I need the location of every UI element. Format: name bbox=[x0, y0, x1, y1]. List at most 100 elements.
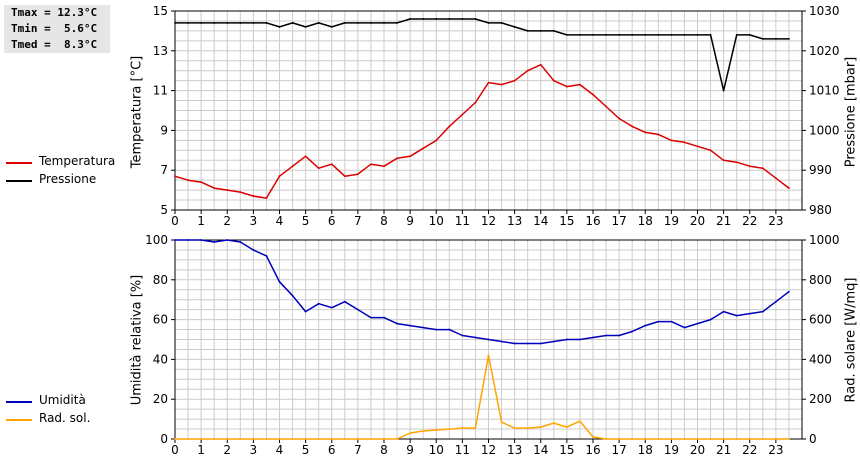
data-point-temperatura bbox=[187, 179, 189, 182]
data-point-umidit bbox=[735, 314, 738, 317]
data-point-pressione bbox=[409, 18, 412, 20]
x-tick-label: 8 bbox=[380, 443, 388, 457]
data-point-umidit bbox=[383, 316, 385, 319]
data-point-temperatura bbox=[435, 139, 438, 142]
data-point-umidit bbox=[187, 239, 189, 241]
data-point-rad-sol bbox=[278, 438, 281, 440]
data-point-temperatura bbox=[644, 131, 647, 134]
data-point-umidit bbox=[788, 290, 790, 293]
x-tick-label: 9 bbox=[406, 443, 414, 457]
data-point-pressione bbox=[474, 18, 477, 20]
data-point-pressione bbox=[670, 33, 673, 36]
data-point-umidit bbox=[304, 310, 307, 313]
x-tick-label: 14 bbox=[533, 443, 548, 457]
data-point-pressione bbox=[605, 33, 607, 36]
legend-label-temperatura: Temperatura bbox=[39, 154, 116, 168]
y-tick-label-right: 1030 bbox=[809, 4, 840, 18]
data-point-rad-sol bbox=[396, 438, 398, 440]
x-tick-label: 6 bbox=[328, 443, 336, 457]
data-point-pressione bbox=[618, 33, 621, 36]
tmax-text: Tmax = 12.3°C bbox=[11, 6, 98, 19]
data-point-rad-sol bbox=[709, 438, 712, 440]
data-point-rad-sol bbox=[696, 438, 699, 440]
data-point-pressione bbox=[657, 33, 660, 36]
data-point-temperatura bbox=[291, 165, 294, 168]
data-point-rad-sol bbox=[383, 438, 385, 440]
data-point-rad-sol bbox=[500, 421, 503, 423]
y-tick-label-left: 11 bbox=[153, 84, 168, 98]
x-tick-label: 0 bbox=[171, 443, 179, 457]
data-point-umidit bbox=[265, 255, 268, 257]
data-point-rad-sol bbox=[657, 438, 660, 440]
data-point-pressione bbox=[592, 33, 594, 36]
x-tick-label: 18 bbox=[638, 443, 653, 457]
data-point-rad-sol bbox=[552, 422, 555, 424]
y-tick-label-right: 1010 bbox=[809, 84, 840, 98]
y-tick-label-right: 400 bbox=[809, 352, 832, 366]
data-point-rad-sol bbox=[539, 426, 542, 428]
data-point-umidit bbox=[278, 280, 281, 283]
data-point-pressione bbox=[696, 33, 699, 36]
data-point-rad-sol bbox=[265, 438, 268, 440]
data-point-pressione bbox=[513, 26, 516, 28]
data-point-umidit bbox=[461, 334, 464, 337]
data-point-temperatura bbox=[448, 125, 451, 128]
data-point-pressione bbox=[448, 18, 451, 20]
legend-swatch-rad-sol bbox=[6, 419, 32, 421]
legend-swatch-umidita bbox=[6, 401, 32, 403]
x-tick-label: 2 bbox=[223, 214, 231, 228]
y-tick-label-left: 0 bbox=[160, 432, 168, 446]
data-point-rad-sol bbox=[461, 427, 464, 429]
data-point-pressione bbox=[565, 33, 568, 36]
x-tick-label: 4 bbox=[276, 443, 284, 457]
x-tick-label: 5 bbox=[302, 214, 310, 228]
data-point-rad-sol bbox=[226, 438, 229, 440]
series-line-temperatura bbox=[174, 63, 790, 199]
x-tick-label: 3 bbox=[250, 214, 258, 228]
data-point-pressione bbox=[500, 22, 503, 24]
data-point-temperatura bbox=[592, 93, 594, 96]
y-tick-label-left: 20 bbox=[153, 392, 168, 406]
legend-label-rad-sol: Rad. sol. bbox=[39, 411, 91, 425]
x-tick-label: 11 bbox=[455, 443, 470, 457]
x-tick-label: 10 bbox=[429, 214, 444, 228]
data-point-pressione bbox=[722, 89, 725, 92]
data-point-umidit bbox=[422, 326, 425, 329]
data-point-rad-sol bbox=[618, 438, 621, 440]
data-point-pressione bbox=[304, 26, 307, 28]
data-point-rad-sol bbox=[435, 429, 438, 431]
data-point-pressione bbox=[265, 22, 268, 24]
data-point-temperatura bbox=[748, 165, 751, 168]
x-tick-label: 13 bbox=[507, 443, 522, 457]
x-tick-label: 7 bbox=[354, 214, 362, 228]
data-point-umidit bbox=[356, 308, 359, 311]
data-point-umidit bbox=[409, 324, 412, 327]
data-point-pressione bbox=[774, 37, 777, 40]
data-point-umidit bbox=[605, 334, 607, 337]
data-point-temperatura bbox=[278, 175, 281, 178]
data-point-temperatura bbox=[526, 69, 529, 72]
data-point-pressione bbox=[761, 37, 764, 40]
data-point-umidit bbox=[343, 300, 346, 303]
x-tick-label: 23 bbox=[768, 443, 783, 457]
data-point-umidit bbox=[683, 326, 686, 329]
data-point-umidit bbox=[474, 336, 477, 339]
data-point-pressione bbox=[252, 22, 255, 24]
data-point-pressione bbox=[579, 33, 581, 36]
data-point-temperatura bbox=[356, 173, 359, 176]
x-tick-label: 5 bbox=[302, 443, 310, 457]
x-tick-label: 7 bbox=[354, 443, 362, 457]
data-point-rad-sol bbox=[474, 427, 477, 429]
x-tick-label: 22 bbox=[742, 443, 757, 457]
data-point-temperatura bbox=[330, 163, 333, 166]
data-point-umidit bbox=[239, 241, 242, 243]
data-point-umidit bbox=[317, 302, 320, 305]
data-point-rad-sol bbox=[409, 432, 412, 434]
data-point-temperatura bbox=[709, 149, 712, 152]
data-point-temperatura bbox=[487, 81, 490, 84]
data-point-umidit bbox=[592, 336, 594, 339]
data-point-temperatura bbox=[409, 155, 412, 158]
data-point-pressione bbox=[735, 33, 738, 36]
tmed-text: Tmed = 8.3°C bbox=[11, 38, 98, 51]
data-point-pressione bbox=[396, 22, 398, 24]
